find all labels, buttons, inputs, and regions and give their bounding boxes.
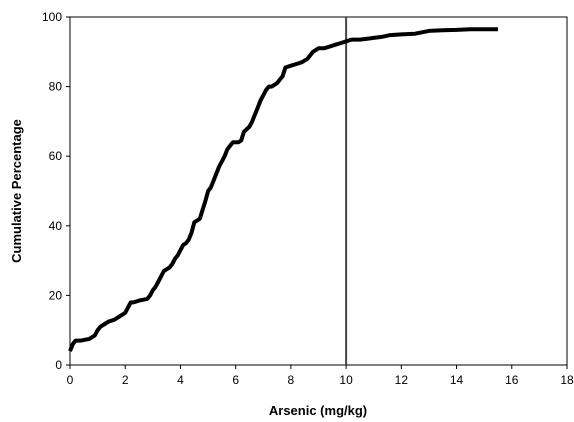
x-tick-label: 6: [232, 373, 239, 387]
y-tick-label: 100: [42, 10, 62, 24]
x-axis-title: Arsenic (mg/kg): [269, 403, 367, 418]
y-axis-title: Cumulative Percentage: [9, 119, 24, 263]
y-axis: 0 20 40 60 80 100: [42, 10, 70, 372]
x-tick-label: 14: [450, 373, 464, 387]
y-tick-label: 40: [49, 219, 63, 233]
plot-frame: [69, 16, 568, 366]
x-axis: 0 2 4 6 8 10 12 14 16 18: [67, 365, 574, 387]
x-tick-label: 8: [288, 373, 295, 387]
x-tick-label: 2: [122, 373, 129, 387]
x-tick-label: 4: [177, 373, 184, 387]
x-tick-label: 0: [67, 373, 74, 387]
x-tick-label: 18: [560, 373, 574, 387]
y-tick-label: 60: [49, 149, 63, 163]
x-tick-label: 12: [395, 373, 409, 387]
plot-area: [68, 16, 568, 366]
cumulative-line: [68, 27, 498, 352]
y-tick-label: 0: [55, 358, 62, 372]
y-tick-label: 20: [49, 288, 63, 302]
y-tick-label: 80: [49, 80, 63, 94]
x-tick-label: 10: [339, 373, 353, 387]
x-tick-label: 16: [505, 373, 519, 387]
